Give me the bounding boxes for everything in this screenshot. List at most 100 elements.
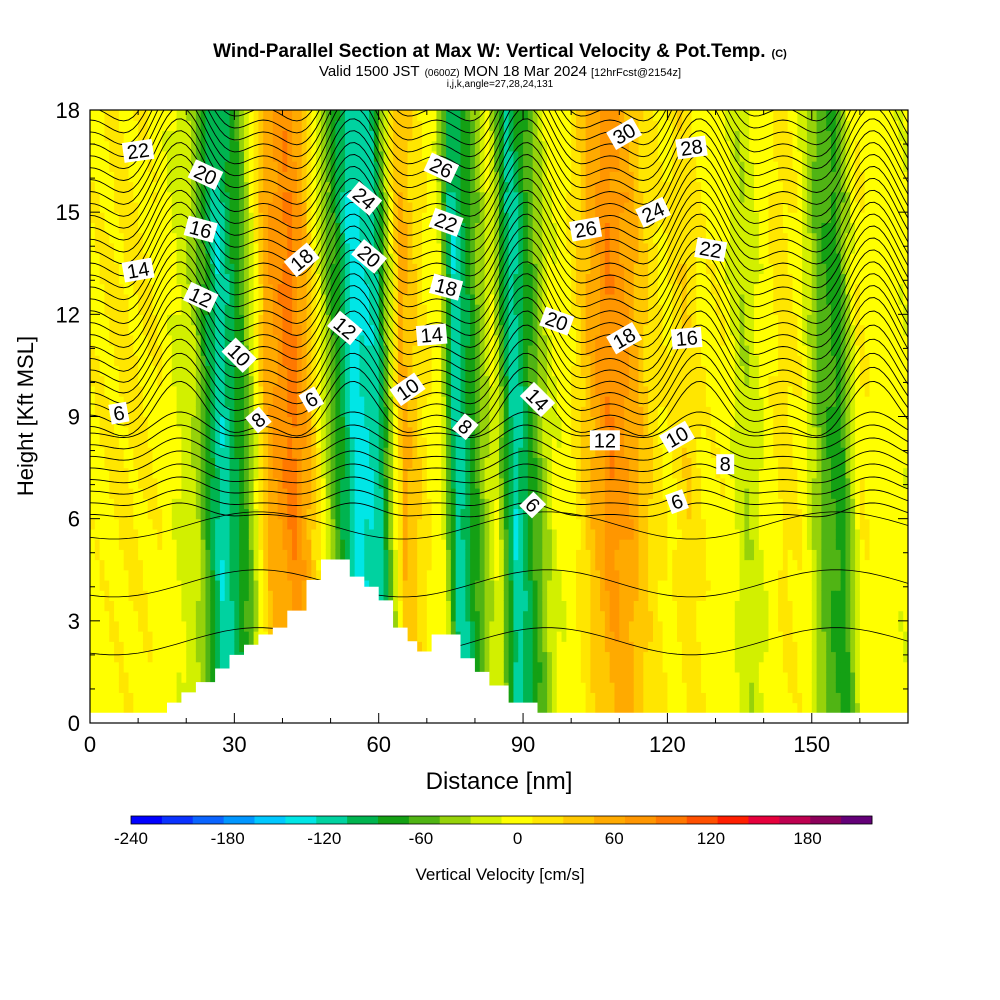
w-cell: [397, 314, 404, 326]
w-cell: [195, 447, 202, 458]
w-cell: [186, 661, 192, 673]
w-cell: [441, 191, 447, 203]
w-cell: [118, 161, 125, 172]
w-cell: [296, 579, 303, 591]
w-cell: [282, 181, 288, 193]
w-cell: [426, 610, 433, 622]
w-cell: [282, 518, 288, 530]
w-cell: [94, 559, 101, 571]
w-cell: [422, 569, 428, 581]
w-cell: [210, 130, 216, 142]
w-cell: [176, 283, 183, 295]
w-cell: [90, 651, 96, 663]
w-cell: [229, 201, 235, 213]
w-cell: [282, 375, 288, 387]
w-cell: [388, 334, 394, 346]
w-cell: [407, 610, 413, 622]
w-cell: [205, 661, 211, 673]
w-cell: [320, 539, 327, 550]
w-cell: [359, 171, 365, 183]
w-cell: [340, 273, 346, 285]
w-cell: [296, 324, 303, 336]
w-cell: [157, 631, 163, 642]
w-cell: [431, 232, 438, 244]
w-cell: [253, 610, 260, 622]
w-cell: [446, 600, 452, 612]
w-cell: [181, 232, 187, 244]
w-cell: [330, 508, 336, 520]
w-cell: [147, 518, 154, 530]
w-cell: [205, 324, 211, 336]
w-cell: [397, 528, 404, 540]
w-cell: [354, 539, 361, 550]
w-cell: [287, 406, 293, 418]
w-cell: [359, 304, 365, 315]
w-cell: [162, 579, 168, 591]
w-cell: [465, 110, 471, 121]
w-cell: [311, 355, 317, 367]
w-cell: [320, 212, 327, 223]
w-cell: [166, 477, 173, 489]
w-cell: [431, 559, 438, 571]
w-cell: [243, 334, 250, 346]
w-cell: [397, 212, 404, 223]
w-cell: [138, 355, 144, 367]
w-cell: [224, 477, 231, 489]
w-cell: [474, 559, 481, 571]
w-cell: [272, 355, 279, 367]
w-cell: [489, 610, 495, 622]
w-cell: [460, 201, 466, 213]
w-cell: [205, 559, 211, 571]
w-cell: [470, 191, 476, 203]
w-cell: [191, 355, 197, 367]
w-cell: [147, 304, 154, 315]
w-cell: [210, 150, 216, 162]
w-cell: [239, 518, 245, 530]
w-cell: [234, 222, 240, 234]
w-cell: [99, 283, 106, 295]
w-cell: [268, 273, 274, 285]
w-cell: [234, 436, 240, 448]
w-cell: [109, 457, 115, 469]
w-cell: [200, 436, 207, 448]
w-cell: [407, 293, 413, 305]
w-cell: [114, 283, 120, 295]
w-cell: [128, 181, 134, 193]
w-cell: [340, 181, 346, 193]
w-cell: [479, 355, 486, 367]
w-cell: [166, 528, 173, 540]
w-cell: [210, 641, 216, 653]
w-cell: [210, 610, 216, 622]
w-cell: [455, 385, 462, 397]
w-cell: [272, 375, 279, 387]
w-cell: [243, 569, 250, 581]
w-cell: [431, 447, 438, 458]
w-cell: [484, 212, 490, 223]
w-cell: [426, 232, 433, 244]
w-cell: [436, 508, 442, 520]
w-cell: [181, 273, 187, 285]
w-cell: [128, 120, 134, 132]
w-cell: [436, 130, 442, 142]
w-cell: [484, 457, 490, 469]
w-cell: [345, 436, 351, 448]
w-cell: [364, 171, 370, 183]
w-cell: [320, 314, 327, 326]
w-cell: [219, 436, 226, 448]
w-cell: [340, 150, 346, 162]
w-cell: [118, 120, 125, 132]
w-cell: [320, 528, 327, 540]
w-cell: [239, 620, 245, 632]
w-cell: [166, 641, 173, 653]
w-cell: [229, 191, 235, 203]
w-cell: [277, 293, 284, 305]
w-cell: [455, 447, 462, 458]
w-cell: [383, 120, 389, 132]
w-cell: [330, 488, 336, 499]
w-cell: [176, 375, 183, 387]
w-cell: [234, 549, 240, 561]
w-cell: [383, 283, 389, 295]
w-cell: [316, 314, 322, 326]
w-cell: [306, 201, 312, 213]
w-cell: [248, 426, 255, 438]
